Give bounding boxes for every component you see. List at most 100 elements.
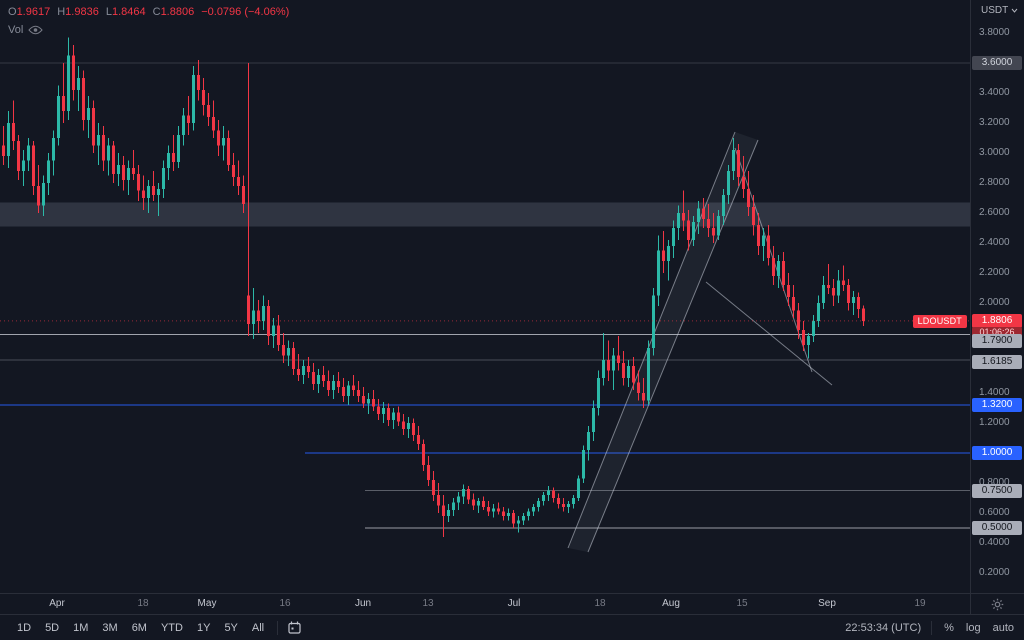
candle-body: [796, 310, 801, 330]
candle-body: [581, 450, 586, 479]
price-axis-label: 0.8000: [979, 477, 1010, 488]
candle-body: [1, 145, 6, 156]
candle-body: [81, 78, 86, 120]
time-axis-label[interactable]: 18: [137, 598, 149, 609]
candle-body: [666, 246, 671, 261]
candle-body: [766, 235, 771, 258]
candle-body: [436, 495, 441, 506]
candle-body: [71, 55, 76, 90]
price-axis-label: 0.6000: [979, 507, 1010, 518]
candlestick-chart[interactable]: [0, 0, 970, 593]
time-axis[interactable]: Apr 18 May 16 Jun 13 Jul 18 Aug 15 Sep 19: [0, 593, 970, 614]
gear-icon: [991, 598, 1004, 610]
supply-zone-rectangle[interactable]: [0, 202, 970, 227]
candle-body: [341, 387, 346, 396]
candle-body: [701, 208, 706, 219]
candle-body: [11, 123, 16, 141]
ohlc-legend: O1.9617 H1.9836 L1.8464 C1.8806 −0.0796 …: [8, 6, 289, 18]
time-axis-label[interactable]: 15: [736, 598, 748, 609]
candle-body: [816, 303, 821, 321]
range-button-ytd[interactable]: YTD: [154, 618, 190, 638]
time-axis-label[interactable]: May: [197, 598, 217, 609]
chart-area[interactable]: O1.9617 H1.9836 L1.8464 C1.8806 −0.0796 …: [0, 0, 970, 593]
price-axis-label: 0.2000: [979, 567, 1010, 578]
candle-body: [721, 195, 726, 216]
candle-body: [516, 520, 521, 524]
percent-scale-button[interactable]: %: [944, 621, 954, 634]
time-axis-label[interactable]: Jul: [507, 598, 521, 609]
candle-body: [571, 498, 576, 504]
candle-body: [176, 135, 181, 162]
candle-body: [716, 216, 721, 236]
time-axis-label[interactable]: 18: [594, 598, 606, 609]
candle-body: [491, 508, 496, 512]
trendline[interactable]: [705, 281, 833, 386]
time-axis-label[interactable]: Sep: [818, 598, 836, 609]
candle-body: [776, 261, 781, 276]
candle-body: [366, 399, 371, 404]
candle-body: [186, 115, 191, 123]
price-axis-label: 2.6000: [979, 207, 1010, 218]
axis-settings-corner[interactable]: [970, 593, 1024, 614]
time-axis-label[interactable]: Jun: [354, 598, 372, 609]
candle-body: [421, 444, 426, 465]
range-button-1d[interactable]: 1D: [10, 618, 38, 638]
candle-body: [496, 508, 501, 512]
candle-body: [441, 505, 446, 516]
candle-body: [156, 189, 161, 195]
candle-body: [126, 168, 131, 180]
candle-body: [116, 165, 121, 174]
range-button-1m[interactable]: 1M: [66, 618, 95, 638]
clock[interactable]: 22:53:34 (UTC): [845, 621, 922, 634]
candle-body: [91, 108, 96, 146]
candle-body: [411, 423, 416, 435]
candle-body: [741, 177, 746, 189]
candle-body: [391, 412, 396, 420]
candle-body: [426, 465, 431, 480]
candle-body: [841, 280, 846, 285]
price-axis-label: 3.0000: [979, 147, 1010, 158]
time-axis-label[interactable]: 16: [279, 598, 291, 609]
time-axis-label[interactable]: 19: [914, 598, 926, 609]
price-axis[interactable]: USDT 3.8000 3.4000 3.2000 3.0000 2.8000 2.600…: [970, 0, 1024, 593]
bottom-toolbar: 1D 5D 1M 3M 6M YTD 1Y 5Y All 22:53:34 (UTC) % lo…: [0, 614, 1024, 640]
log-scale-button[interactable]: log: [965, 621, 981, 634]
candle-body: [711, 228, 716, 236]
candle-body: [456, 496, 461, 503]
visibility-eye-icon[interactable]: [28, 25, 43, 35]
candle-body: [321, 375, 326, 381]
candle-body: [196, 75, 201, 90]
trendline[interactable]: [587, 139, 759, 553]
range-button-all[interactable]: All: [245, 618, 271, 638]
candle-body: [751, 207, 756, 225]
range-button-3m[interactable]: 3M: [95, 618, 124, 638]
range-button-5d[interactable]: 5D: [38, 618, 66, 638]
candle-body: [86, 108, 91, 120]
time-axis-label[interactable]: Apr: [49, 598, 65, 609]
candle-body: [646, 348, 651, 401]
candle-body: [66, 55, 71, 111]
candle-body: [111, 145, 116, 174]
range-button-1y[interactable]: 1Y: [190, 618, 217, 638]
candle-body: [656, 250, 661, 296]
time-axis-label[interactable]: 13: [422, 598, 434, 609]
hline-badge: 1.7900: [972, 333, 1022, 348]
currency-selector[interactable]: USDT: [981, 5, 1018, 16]
chevron-down-icon: [1011, 8, 1018, 13]
range-button-5y[interactable]: 5Y: [217, 618, 244, 638]
candle-body: [241, 186, 246, 204]
candle-body: [161, 168, 166, 189]
candle-body: [56, 96, 61, 138]
go-to-date-button[interactable]: [284, 619, 305, 636]
time-axis-label[interactable]: Aug: [662, 598, 680, 609]
candle-body: [806, 336, 811, 345]
auto-scale-button[interactable]: auto: [992, 621, 1014, 634]
range-button-6m[interactable]: 6M: [125, 618, 154, 638]
candle-body: [536, 501, 541, 507]
candle-body: [736, 150, 741, 177]
price-axis-label: 3.4000: [979, 87, 1010, 98]
last-price-symbol-label: LDOUSDT: [912, 314, 967, 328]
price-axis-label: 1.4000: [979, 387, 1010, 398]
trendline[interactable]: [567, 131, 736, 549]
candle-body: [61, 96, 66, 111]
